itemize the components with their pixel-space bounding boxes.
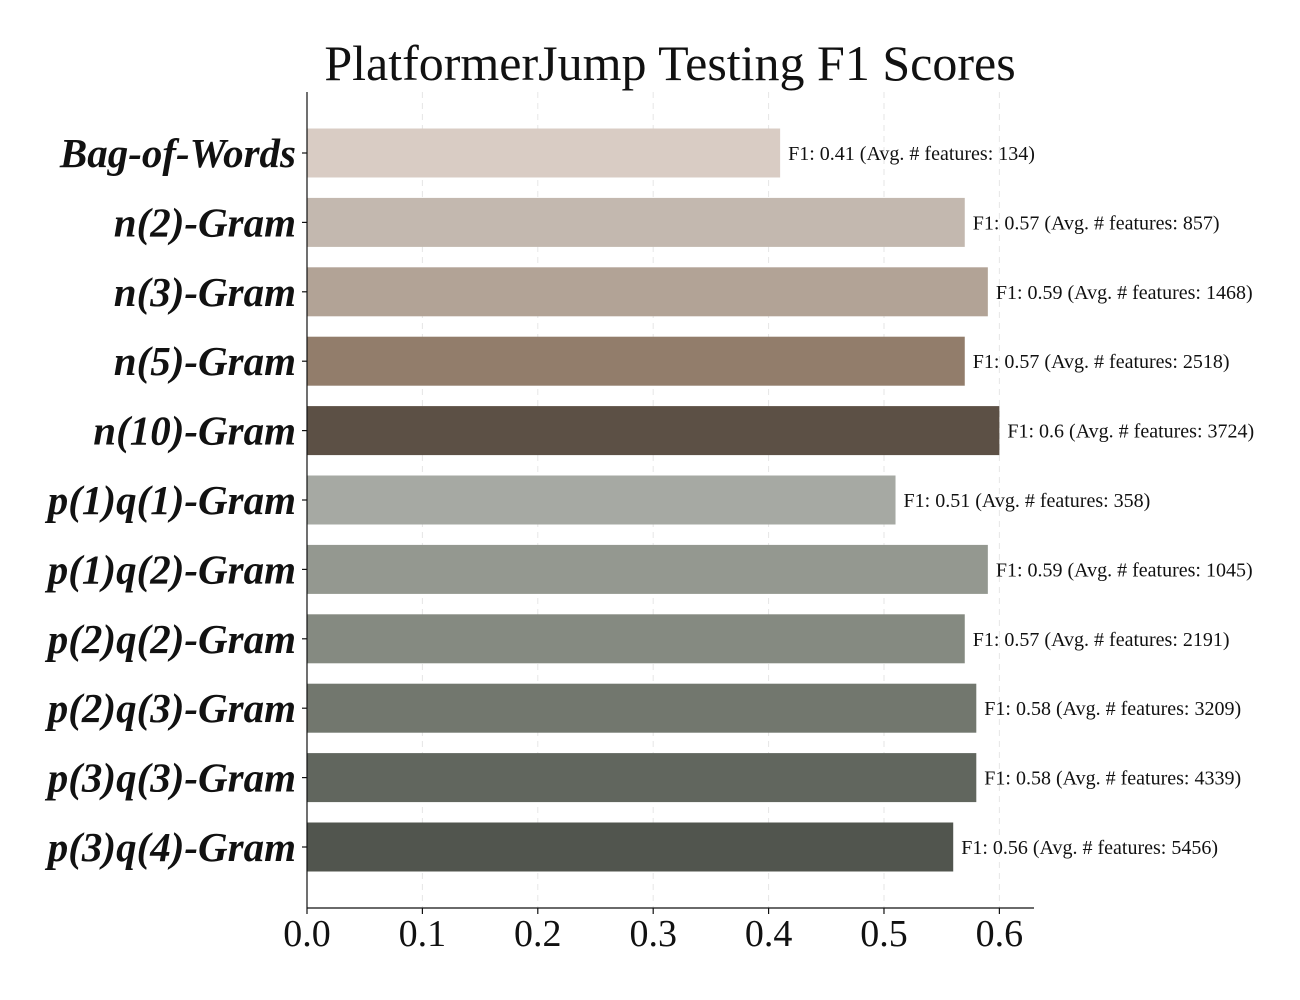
data-label: F1: 0.41 (Avg. # features: 134) (788, 143, 1035, 165)
data-label: F1: 0.57 (Avg. # features: 2191) (973, 629, 1230, 651)
x-tick-label: 0.1 (399, 913, 447, 955)
category-label: Bag-of-Words (59, 130, 296, 176)
category-label: n(10)-Gram (93, 408, 296, 454)
bar (307, 128, 781, 178)
category-label: p(2)q(2)-Gram (45, 616, 296, 662)
bar (307, 544, 988, 594)
chart-title: PlatformerJump Testing F1 Scores (324, 35, 1015, 91)
bar (307, 267, 988, 317)
bar (307, 336, 965, 386)
x-tick-label: 0.0 (283, 913, 331, 955)
bars (307, 128, 1000, 872)
data-label: F1: 0.59 (Avg. # features: 1045) (996, 559, 1253, 581)
category-label: n(5)-Gram (114, 338, 296, 384)
category-label: n(2)-Gram (114, 199, 296, 245)
x-tick-label: 0.4 (745, 913, 793, 955)
data-label: F1: 0.59 (Avg. # features: 1468) (996, 282, 1253, 304)
data-label: F1: 0.6 (Avg. # features: 3724) (1007, 421, 1254, 443)
data-labels: F1: 0.41 (Avg. # features: 134) F1: 0.57 … (788, 143, 1254, 859)
x-tick-label: 0.3 (629, 913, 677, 955)
data-label: F1: 0.56 (Avg. # features: 5456) (961, 837, 1218, 859)
x-tick-label: 0.6 (976, 913, 1024, 955)
category-label: p(1)q(1)-Gram (45, 477, 296, 523)
category-label: p(3)q(4)-Gram (45, 824, 296, 870)
category-label: n(3)-Gram (114, 269, 296, 315)
x-tick-labels: 0.0 0.1 0.2 0.3 0.4 0.5 0.6 (283, 913, 1023, 955)
category-label: p(1)q(2)-Gram (45, 546, 296, 592)
x-tick-label: 0.5 (860, 913, 908, 955)
data-label: F1: 0.57 (Avg. # features: 2518) (973, 351, 1230, 373)
bar (307, 406, 1000, 456)
data-label: F1: 0.51 (Avg. # features: 358) (904, 490, 1151, 512)
category-label: p(3)q(3)-Gram (45, 755, 296, 801)
data-label: F1: 0.57 (Avg. # features: 857) (973, 212, 1220, 234)
axes (302, 92, 1034, 914)
bar (307, 822, 954, 872)
data-label: F1: 0.58 (Avg. # features: 4339) (984, 768, 1241, 790)
bar (307, 753, 977, 803)
data-label: F1: 0.58 (Avg. # features: 3209) (984, 698, 1241, 720)
bar (307, 614, 965, 664)
x-tick-label: 0.2 (514, 913, 562, 955)
category-label: p(2)q(3)-Gram (45, 685, 296, 731)
category-labels: Bag-of-Words n(2)-Gram n(3)-Gram n(5)-Gram n… (45, 130, 296, 870)
bar (307, 197, 965, 247)
bar (307, 683, 977, 733)
bar (307, 475, 896, 525)
